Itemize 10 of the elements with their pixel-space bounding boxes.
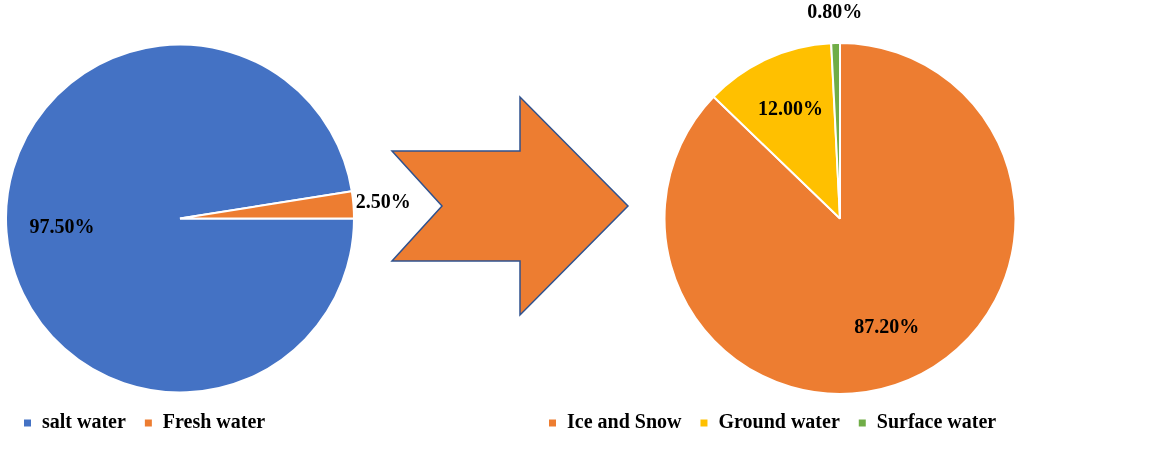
legend-label: Ground water xyxy=(718,410,840,433)
legend-label: salt water xyxy=(42,410,126,433)
data-label: 12.00% xyxy=(758,97,824,120)
legend-label: Ice and Snow xyxy=(567,410,683,433)
data-label: 97.50% xyxy=(29,214,95,237)
data-label: 2.50% xyxy=(355,189,411,212)
legend-label: Surface water xyxy=(876,410,997,433)
data-label: 0.80% xyxy=(807,0,863,23)
data-label: 87.20% xyxy=(854,315,920,338)
legend-label: Fresh water xyxy=(162,410,266,433)
